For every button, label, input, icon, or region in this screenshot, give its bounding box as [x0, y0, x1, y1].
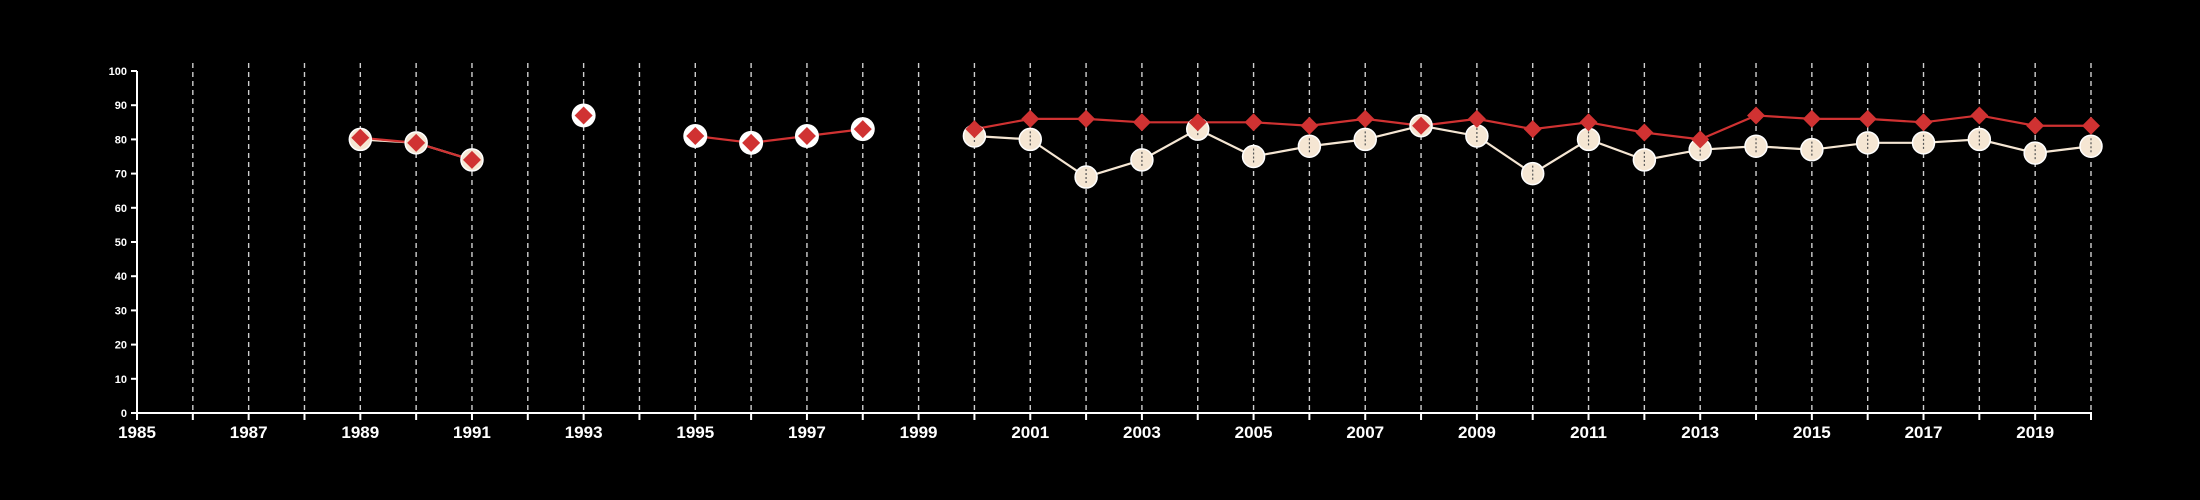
diamond-point-2020 — [2082, 116, 2100, 135]
diamond-point-2013 — [1691, 130, 1710, 149]
diamond-point-2015 — [1802, 109, 1821, 128]
x-tick-label-2013: 2013 — [1681, 423, 1719, 442]
x-tick-label-2011: 2011 — [1570, 423, 1607, 442]
x-tick-label-1991: 1991 — [453, 423, 491, 442]
y-tick-label-70: 70 — [115, 169, 127, 181]
diamond-point-1995 — [686, 126, 705, 145]
x-tick-label-1985: 1985 — [118, 423, 156, 442]
x-tick-label-1987: 1987 — [230, 423, 268, 442]
diamond-point-1989 — [351, 128, 370, 147]
diamond-point-1991 — [462, 150, 481, 169]
diamond-point-2011 — [1579, 113, 1598, 132]
y-tick-label-90: 90 — [115, 100, 127, 112]
y-tick-label-60: 60 — [115, 203, 127, 215]
diamond-point-2012 — [1635, 123, 1654, 142]
x-tick-label-2005: 2005 — [1235, 423, 1273, 442]
diamond-point-2016 — [1858, 109, 1877, 128]
x-tick-label-1999: 1999 — [900, 423, 938, 442]
x-tick-label-2019: 2019 — [2016, 423, 2054, 442]
x-tick-label-2015: 2015 — [1793, 423, 1831, 442]
y-tick-label-10: 10 — [115, 374, 127, 386]
x-tick-label-2003: 2003 — [1123, 423, 1161, 442]
diamond-point-2005 — [1244, 113, 1263, 132]
y-tick-label-80: 80 — [115, 134, 127, 146]
x-tick-label-1995: 1995 — [676, 423, 714, 442]
x-tick-label-2007: 2007 — [1346, 423, 1384, 442]
x-tick-label-1993: 1993 — [565, 423, 603, 442]
y-tick-label-100: 100 — [109, 66, 127, 78]
diamond-point-2001 — [1021, 109, 1040, 128]
diamond-point-2017 — [1914, 113, 1933, 132]
diamond-point-2014 — [1747, 106, 1766, 125]
diamond-point-2002 — [1077, 109, 1096, 128]
x-tick-label-2009: 2009 — [1458, 423, 1496, 442]
diamond-point-2007 — [1356, 109, 1375, 128]
x-tick-label-2001: 2001 — [1011, 423, 1049, 442]
diamond-point-1998 — [853, 120, 872, 139]
x-tick-label-1989: 1989 — [341, 423, 379, 442]
diamond-point-2019 — [2026, 116, 2045, 135]
diamond-point-1993 — [574, 106, 593, 125]
diamond-point-1997 — [797, 126, 816, 145]
x-tick-label-1997: 1997 — [788, 423, 826, 442]
diamond-point-2003 — [1132, 113, 1151, 132]
diamond-point-2009 — [1467, 109, 1486, 128]
diamond-point-1990 — [407, 133, 426, 152]
y-tick-label-0: 0 — [121, 408, 127, 420]
diamond-point-2018 — [1970, 106, 1989, 125]
x-tick-label-2017: 2017 — [1905, 423, 1943, 442]
diamond-point-2006 — [1300, 116, 1319, 135]
grid — [192, 63, 2092, 413]
diamond-point-2000 — [965, 120, 984, 139]
axes: 0 10 20 30 40 50 60 70 80 90 100 1985 1987 1989 1991 19… — [109, 66, 2092, 442]
diamond-point-2008 — [1412, 116, 1431, 135]
series-1-line-segment-2 — [695, 128, 863, 144]
series — [348, 103, 2103, 189]
diamond-point-2004 — [1188, 113, 1207, 132]
y-tick-label-20: 20 — [115, 340, 127, 352]
diamond-point-1996 — [742, 133, 761, 152]
y-tick-label-30: 30 — [115, 305, 127, 317]
y-tick-label-50: 50 — [115, 237, 127, 249]
diamond-point-2010 — [1523, 120, 1542, 139]
y-tick-label-40: 40 — [115, 271, 127, 283]
